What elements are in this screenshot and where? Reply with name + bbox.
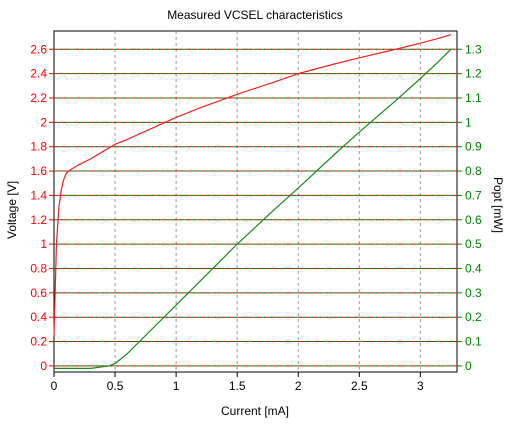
y-left-tick-label: 0	[40, 359, 47, 373]
y-right-tick-label: 1.1	[465, 91, 482, 105]
x-tick-label: 2	[295, 379, 302, 393]
y-right-axis-ticks: 0 0.1 0.2 0.3 0.4 0.5 0.6 0.7 0.8 0.9 1 1.1 1.2 1.3	[457, 42, 482, 373]
y-left-tick-label: 0.4	[30, 310, 47, 324]
popt-series-line	[54, 48, 452, 369]
y-left-axis-ticks: 0 0.2 0.4 0.6 0.8 1 1.2 1.4 1.6 1.8 2 2.2 2.4 2.6	[30, 42, 54, 373]
y-left-axis-label: Voltage [V]	[5, 181, 19, 239]
y-right-tick-label: 0.5	[465, 237, 482, 251]
y-left-tick-label: 1	[40, 237, 47, 251]
y-left-tick-label: 2.6	[30, 42, 47, 56]
y-right-tick-label: 1.3	[465, 42, 482, 56]
x-tick-label: 0.5	[107, 379, 124, 393]
x-axis-ticks: 0 0.5 1 1.5 2 2.5 3	[51, 372, 424, 393]
x-tick-label: 1.5	[229, 379, 246, 393]
y-right-axis-label: Popt [mW]	[491, 177, 505, 233]
y-left-tick-label: 0.8	[30, 261, 47, 275]
y-left-tick-label: 0.2	[30, 335, 47, 349]
y-right-tick-label: 0.7	[465, 188, 482, 202]
x-tick-label: 1	[173, 379, 180, 393]
y-left-tick-label: 2.4	[30, 67, 47, 81]
y-right-tick-label: 0.6	[465, 213, 482, 227]
y-left-tick-label: 1.6	[30, 164, 47, 178]
y-left-tick-label: 2.2	[30, 91, 47, 105]
grid-lines	[54, 31, 457, 372]
x-tick-label: 3	[417, 379, 424, 393]
x-axis-label: Current [mA]	[221, 404, 289, 418]
y-right-tick-label: 0.4	[465, 261, 482, 275]
series-layer	[53, 34, 452, 369]
x-tick-label: 0	[51, 379, 58, 393]
y-left-tick-label: 2	[40, 115, 47, 129]
voltage-series-line	[53, 34, 452, 336]
y-left-tick-label: 1.2	[30, 213, 47, 227]
y-left-tick-label: 1.8	[30, 140, 47, 154]
y-right-tick-label: 0.1	[465, 335, 482, 349]
y-left-tick-label: 1.4	[30, 188, 47, 202]
plot-area-frame	[53, 30, 458, 373]
y-right-tick-label: 0.9	[465, 140, 482, 154]
x-tick-label: 2.5	[351, 379, 368, 393]
y-right-tick-label: 0	[465, 359, 472, 373]
y-right-tick-label: 0.3	[465, 286, 482, 300]
chart-title: Measured VCSEL characteristics	[167, 8, 343, 22]
y-left-tick-label: 0.6	[30, 286, 47, 300]
y-right-tick-label: 0.8	[465, 164, 482, 178]
y-right-tick-label: 1.2	[465, 67, 482, 81]
y-right-tick-label: 0.2	[465, 310, 482, 324]
y-right-tick-label: 1	[465, 115, 472, 129]
